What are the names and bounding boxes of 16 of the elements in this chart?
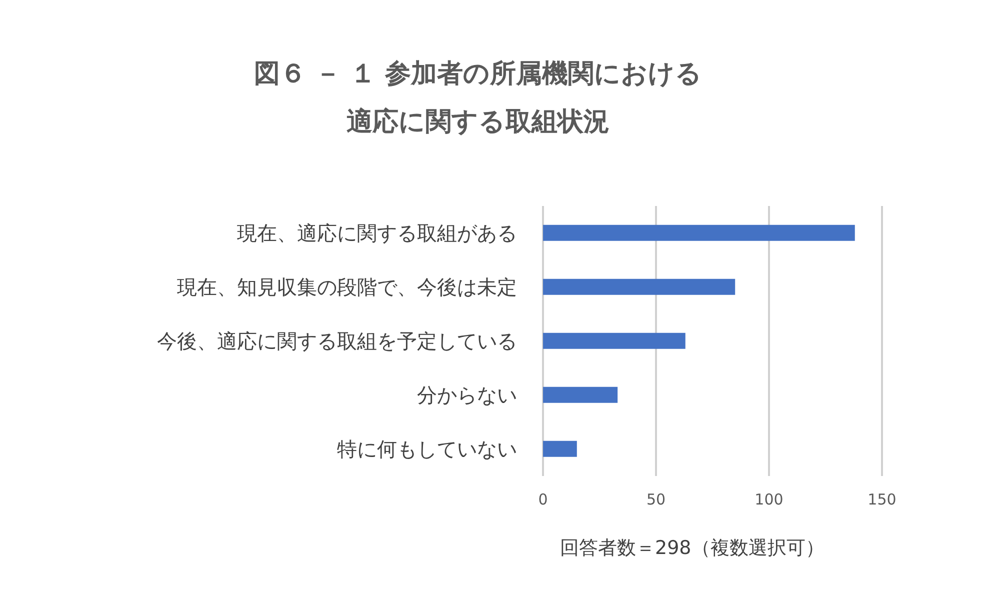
x-tick-label: 150 (868, 490, 896, 509)
y-tick-label: 現在、知見収集の段階で、今後は未定 (177, 275, 517, 300)
bar (543, 332, 686, 349)
x-tick-label: 100 (754, 490, 784, 509)
bar (543, 386, 618, 403)
chart-title: 図６ － １ 参加者の所属機関における適応に関する取組状況 (252, 58, 704, 139)
text: 回答者数＝298（複数選択可） (560, 536, 824, 561)
x-tick-label: 50 (646, 490, 666, 509)
bar (543, 440, 577, 457)
y-tick-label: 今後、適応に関する取組を予定している (157, 329, 517, 354)
bar (543, 224, 855, 241)
y-tick-label: 分からない (417, 383, 517, 408)
y-tick-label: 特に何もしていない (337, 437, 517, 462)
x-tick-label: 0 (538, 490, 548, 509)
y-tick-label: 現在、適応に関する取組がある (237, 221, 517, 246)
bar (543, 278, 736, 295)
